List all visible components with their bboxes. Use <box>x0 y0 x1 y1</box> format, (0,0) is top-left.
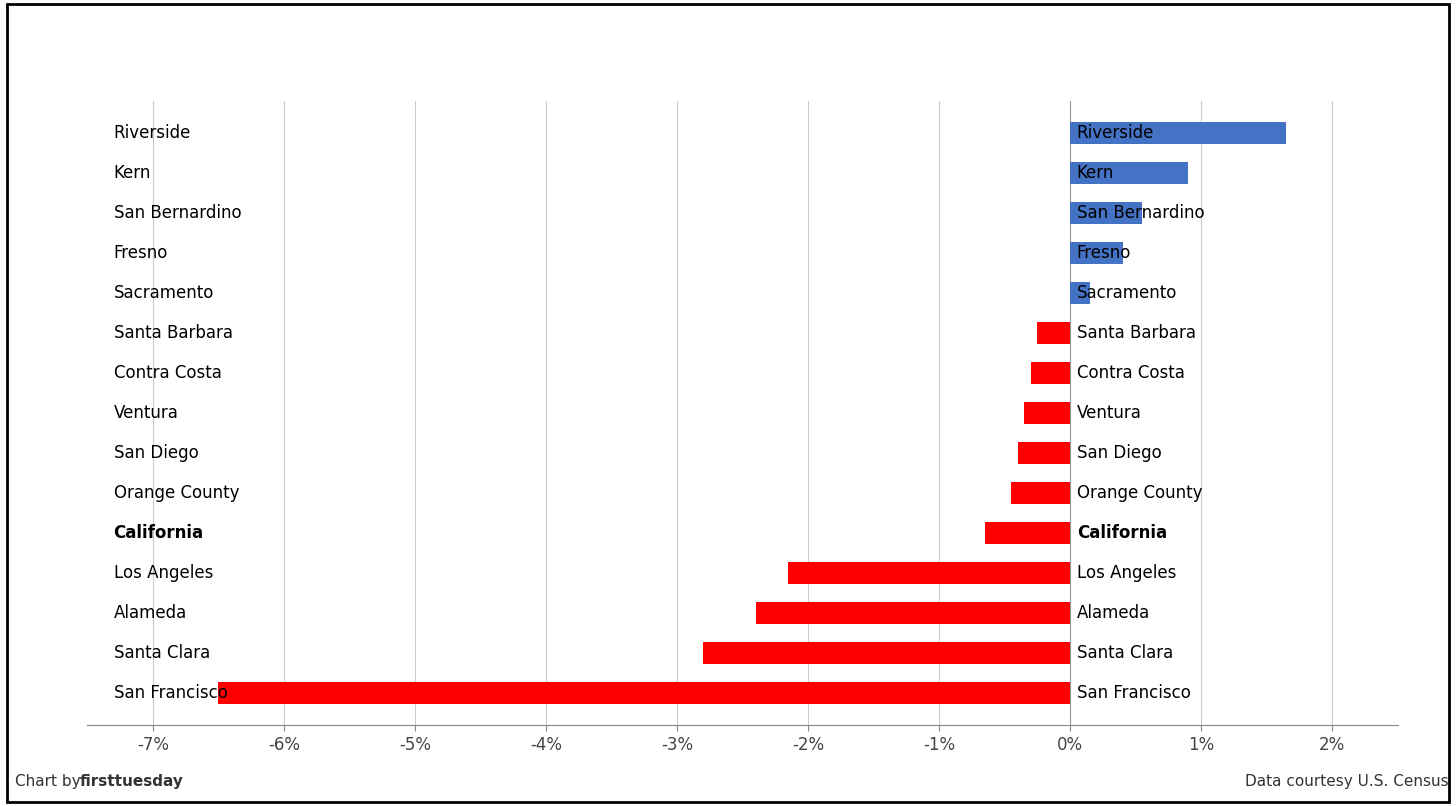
Bar <box>1070 202 1143 224</box>
Text: Kern: Kern <box>114 164 151 182</box>
Bar <box>1025 402 1070 424</box>
Text: San Francisco: San Francisco <box>114 684 227 702</box>
Text: Fresno: Fresno <box>1077 244 1131 262</box>
Text: Alameda: Alameda <box>114 604 186 622</box>
Text: Fresno: Fresno <box>114 244 167 262</box>
Bar <box>756 602 1070 625</box>
Bar <box>1070 282 1089 304</box>
Text: Santa Barbara: Santa Barbara <box>114 324 233 342</box>
Text: San Bernardino: San Bernardino <box>114 204 242 222</box>
Bar <box>703 642 1070 664</box>
Text: Ventura: Ventura <box>114 404 179 422</box>
Text: Los Angeles: Los Angeles <box>114 564 213 582</box>
Text: California: California <box>1077 524 1166 542</box>
Bar <box>218 683 1070 704</box>
Bar <box>1070 162 1188 184</box>
Text: Santa Barbara: Santa Barbara <box>1077 324 1195 342</box>
Text: firsttuesday: firsttuesday <box>80 774 183 789</box>
Text: Contra Costa: Contra Costa <box>114 364 221 382</box>
Text: Data courtesy U.S. Census: Data courtesy U.S. Census <box>1245 774 1449 789</box>
Bar <box>1031 362 1070 384</box>
Text: Ventura: Ventura <box>1077 404 1142 422</box>
Text: Sacramento: Sacramento <box>114 284 214 302</box>
Text: Los Angeles: Los Angeles <box>1077 564 1176 582</box>
Bar <box>1070 122 1287 143</box>
Text: California: California <box>114 524 204 542</box>
Bar <box>1018 442 1070 464</box>
Text: Kern: Kern <box>1077 164 1114 182</box>
Bar <box>1070 242 1123 264</box>
Bar <box>1012 482 1070 505</box>
Text: Riverside: Riverside <box>114 124 191 142</box>
Text: San Diego: San Diego <box>114 444 198 462</box>
Bar <box>986 522 1070 544</box>
Text: Riverside: Riverside <box>1077 124 1155 142</box>
Text: San Francisco: San Francisco <box>1077 684 1191 702</box>
Bar <box>1038 322 1070 344</box>
Text: Percent Population Change of California Counties: April 2020 - July 2021: Percent Population Change of California … <box>246 32 1210 56</box>
Text: Orange County: Orange County <box>114 484 239 502</box>
Bar <box>789 563 1070 584</box>
Text: San Diego: San Diego <box>1077 444 1162 462</box>
Text: Chart by: Chart by <box>15 774 84 789</box>
Text: Santa Clara: Santa Clara <box>114 644 210 663</box>
Text: Orange County: Orange County <box>1077 484 1203 502</box>
Text: Santa Clara: Santa Clara <box>1077 644 1174 663</box>
Text: San Bernardino: San Bernardino <box>1077 204 1204 222</box>
Text: Contra Costa: Contra Costa <box>1077 364 1185 382</box>
Text: Sacramento: Sacramento <box>1077 284 1176 302</box>
Text: Alameda: Alameda <box>1077 604 1150 622</box>
